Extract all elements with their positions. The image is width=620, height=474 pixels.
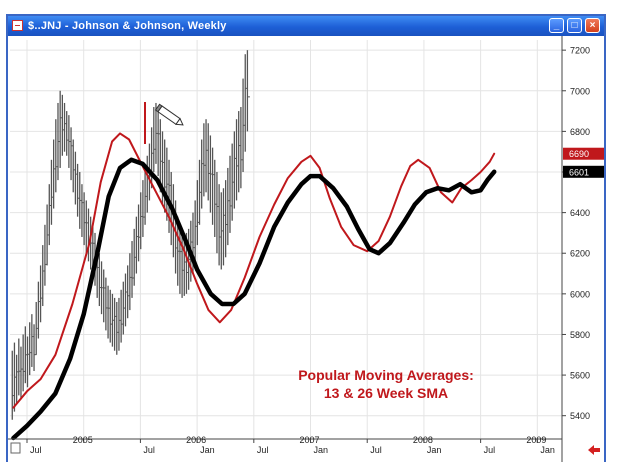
- x-tick-label: Jul: [370, 445, 382, 455]
- y-tick-label: 5600: [570, 371, 590, 381]
- last-value-label-sma26: 6601: [569, 167, 589, 177]
- chart-area: Jul 2005 Jul 2006 Jan Jul 2007 Jan Jul 2008 Jan Jul…: [8, 36, 604, 462]
- window-titlebar[interactable]: $..JNJ - Johnson & Johnson, Weekly _ □ ×: [8, 16, 604, 36]
- y-tick-label: 6200: [570, 249, 590, 259]
- chart-window: $..JNJ - Johnson & Johnson, Weekly _ □ ×…: [6, 14, 606, 462]
- series-line-sma13: [12, 132, 496, 409]
- x-tick-label: Jan: [200, 445, 215, 455]
- close-button[interactable]: ×: [585, 18, 600, 33]
- x-tick-label: Jan: [540, 445, 555, 455]
- chart-background: [8, 36, 604, 462]
- y-tick-label: 5400: [570, 411, 590, 421]
- x-tick-label: 2009: [526, 435, 546, 445]
- x-tick-label: 2008: [413, 435, 433, 445]
- y-tick-label: 7000: [570, 86, 590, 96]
- y-tick-label: 7200: [570, 46, 590, 56]
- annotation-line-1: Popular Moving Averages:: [298, 367, 474, 383]
- minimize-button[interactable]: _: [549, 18, 564, 33]
- last-value-box-sma26: [563, 165, 604, 178]
- pencil-tool-icon[interactable]: [154, 103, 185, 128]
- scroll-handle[interactable]: [10, 442, 21, 454]
- y-tick-label: 6000: [570, 289, 590, 299]
- x-tick-label: Jul: [484, 445, 496, 455]
- y-tick-label: 6800: [570, 127, 590, 137]
- annotation-line-2: 13 & 26 Week SMA: [324, 385, 448, 401]
- x-tick-label: 2006: [186, 435, 206, 445]
- window-title: $..JNJ - Johnson & Johnson, Weekly: [28, 20, 227, 32]
- app-icon: [12, 20, 23, 31]
- scroll-arrow-icon[interactable]: [588, 445, 600, 455]
- x-tick-label: Jan: [427, 445, 442, 455]
- x-tick-label: Jul: [30, 445, 42, 455]
- x-tick-label: Jan: [314, 445, 329, 455]
- maximize-button[interactable]: □: [567, 18, 582, 33]
- x-tick-label: Jul: [257, 445, 269, 455]
- x-tick-label: 2007: [300, 435, 320, 445]
- last-value-box-sma13: [563, 147, 604, 160]
- last-value-label-sma13: 6690: [569, 149, 589, 159]
- y-tick-label: 6400: [570, 208, 590, 218]
- series-line-sma26: [11, 157, 497, 441]
- x-tick-label: 2005: [73, 435, 93, 445]
- y-tick-label: 5800: [570, 330, 590, 340]
- x-tick-label: Jul: [143, 445, 155, 455]
- last-value-markers: 6690 6601: [563, 147, 604, 178]
- moving-average-lines: [11, 132, 497, 441]
- price-bars: [11, 50, 250, 420]
